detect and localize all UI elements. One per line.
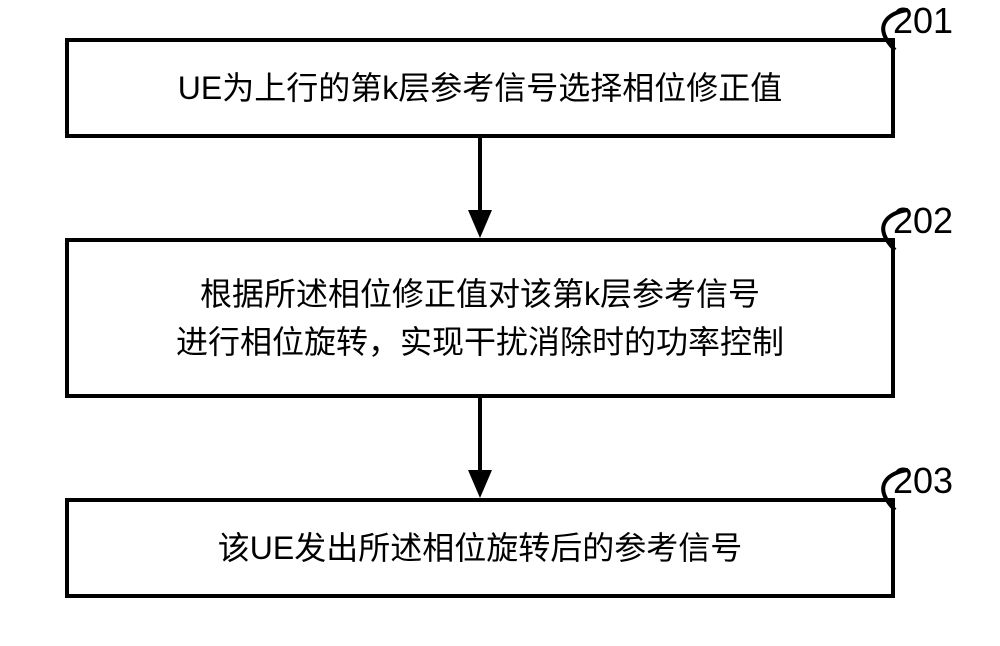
arrow-202-203 — [0, 0, 1000, 646]
flowchart-canvas: UE为上行的第k层参考信号选择相位修正值201根据所述相位修正值对该第k层参考信… — [0, 0, 1000, 641]
